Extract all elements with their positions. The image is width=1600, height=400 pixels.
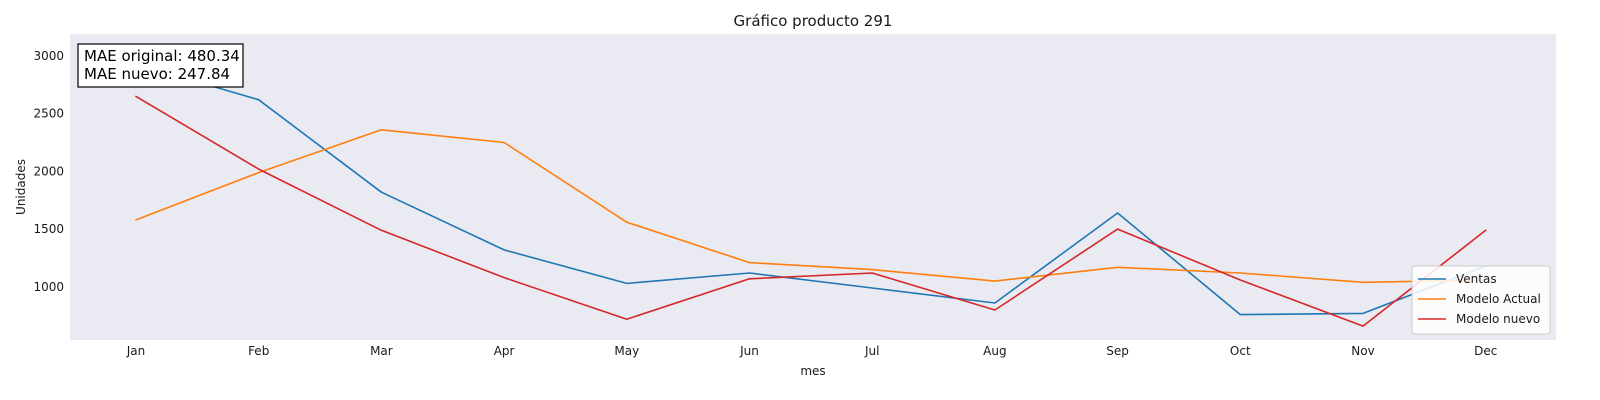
annotation-mae-original: MAE original: 480.34 bbox=[84, 47, 240, 65]
series-line-modelo-actual bbox=[135, 129, 1487, 284]
y-tick-label: 1500 bbox=[33, 222, 64, 236]
x-tick-label: Feb bbox=[248, 344, 269, 358]
chart-title: Gráfico producto 291 bbox=[734, 12, 893, 30]
annotation-box bbox=[77, 43, 244, 88]
plot-area bbox=[70, 34, 1556, 340]
y-axis-ticks: 1000 1500 2000 2500 3000 bbox=[33, 49, 64, 294]
metrics-annotation: MAE original: 480.34 MAE nuevo: 247.84 bbox=[77, 43, 244, 88]
x-tick-label: Mar bbox=[370, 344, 393, 358]
x-tick-label: Dec bbox=[1474, 344, 1497, 358]
x-axis-label: mes bbox=[800, 364, 825, 378]
legend: Ventas Modelo Actual Modelo nuevo bbox=[1411, 265, 1551, 335]
x-tick-label: May bbox=[614, 344, 639, 358]
x-tick-label: Jul bbox=[864, 344, 879, 358]
legend-box bbox=[1411, 265, 1551, 335]
y-tick-label: 3000 bbox=[33, 49, 64, 63]
y-tick-label: 2500 bbox=[33, 107, 64, 121]
legend-label-ventas: Ventas bbox=[1456, 272, 1497, 286]
x-tick-label: Jan bbox=[126, 344, 146, 358]
x-tick-label: Nov bbox=[1351, 344, 1374, 358]
x-tick-label: Aug bbox=[983, 344, 1006, 358]
legend-label-modelo-actual: Modelo Actual bbox=[1456, 292, 1541, 306]
y-tick-label: 1000 bbox=[33, 280, 64, 294]
x-tick-label: Oct bbox=[1230, 344, 1251, 358]
y-axis-label: Unidades bbox=[14, 159, 28, 215]
series-line-ventas bbox=[135, 63, 1487, 316]
y-tick-label: 2000 bbox=[33, 164, 64, 178]
annotation-mae-nuevo: MAE nuevo: 247.84 bbox=[84, 65, 230, 83]
x-tick-label: Sep bbox=[1106, 344, 1129, 358]
x-axis-ticks: Jan Feb Mar Apr May Jun Jul Aug Sep Oct Nov Dec bbox=[126, 344, 1498, 358]
legend-label-modelo-nuevo: Modelo nuevo bbox=[1456, 312, 1540, 326]
series-line-modelo-nuevo bbox=[135, 95, 1487, 327]
series-lines bbox=[135, 63, 1487, 327]
x-tick-label: Jun bbox=[739, 344, 759, 358]
x-tick-label: Apr bbox=[494, 344, 515, 358]
